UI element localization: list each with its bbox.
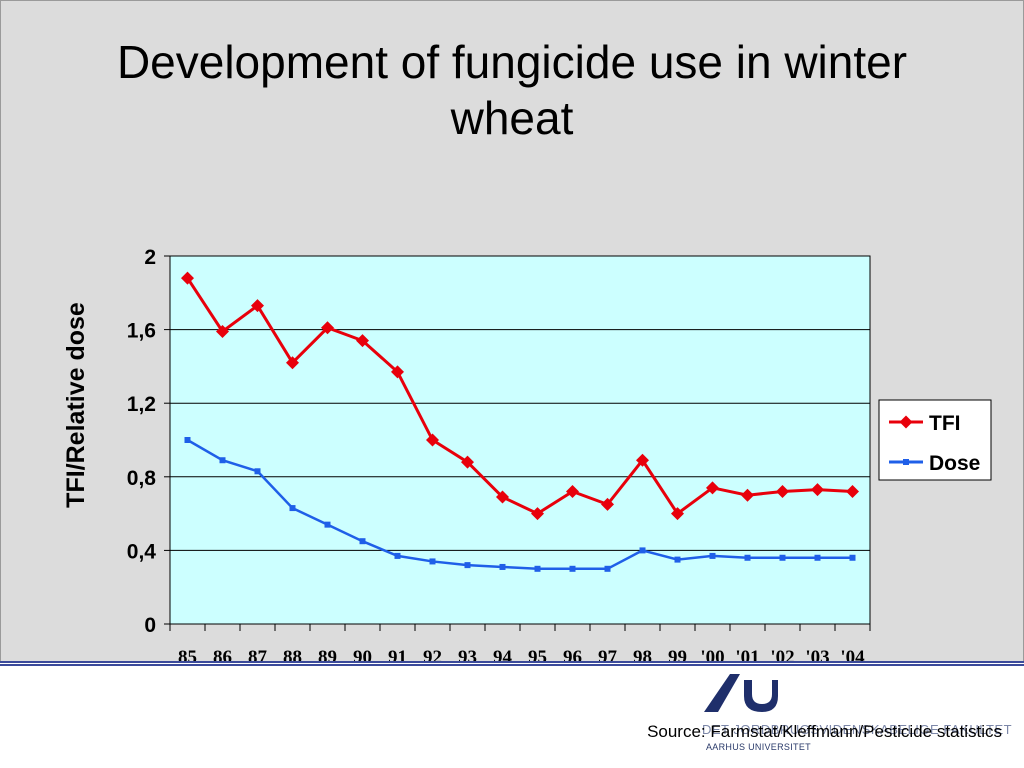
logo-wordmark: DET JORDBRUGSVIDENSKABELIGE FAKULTET: [702, 722, 1013, 737]
legend-box: [878, 399, 992, 481]
data-point: [849, 554, 856, 561]
series-layer: [181, 271, 859, 572]
data-point: [324, 521, 331, 528]
data-point: [846, 485, 859, 499]
data-point: [811, 483, 824, 497]
y-axis-ticks: 0 0,4 0,8 1,2 1,6 2: [127, 246, 170, 637]
legend-label: TFI: [929, 412, 961, 435]
logo-icon: [704, 674, 778, 712]
data-point: [636, 453, 649, 467]
data-point: [391, 365, 404, 379]
data-point: [674, 556, 681, 563]
footer-stripe: [0, 664, 1024, 666]
data-point: [181, 271, 194, 285]
footer-stripes: [0, 661, 1024, 669]
data-point: [601, 497, 614, 511]
data-point: [531, 507, 544, 521]
footer-stripe: [0, 661, 1024, 663]
y-tick-label: 0,4: [127, 540, 157, 563]
y-tick-label: 1,2: [127, 393, 156, 416]
data-point: [814, 554, 821, 561]
data-point: [286, 356, 299, 370]
legend-marker: [899, 415, 913, 429]
y-tick-label: 1,6: [127, 320, 156, 343]
data-point: [254, 468, 261, 475]
series-dose: [184, 437, 856, 572]
data-point: [604, 565, 611, 572]
logo-mark: [704, 674, 778, 712]
data-point: [429, 558, 436, 565]
series-line: [186, 277, 853, 516]
data-point: [779, 554, 786, 561]
series-line: [186, 438, 853, 571]
data-point: [569, 565, 576, 572]
legend-entry-tfi: TFI: [889, 412, 961, 435]
data-point: [219, 457, 226, 464]
data-point: [776, 485, 789, 499]
legend-label: Dose: [929, 452, 980, 475]
data-point: [706, 481, 719, 495]
y-axis-label: TFI/Relative dose: [62, 302, 90, 508]
slide-title: Development of fungicide use in winter w…: [116, 36, 908, 144]
plot-area: [169, 255, 871, 625]
university-logo: DET JORDBRUGSVIDENSKABELIGE FAKULTET AAR…: [700, 672, 1024, 768]
data-point: [394, 552, 401, 559]
data-point: [426, 433, 439, 447]
data-point: [251, 299, 264, 313]
logo-subtitle: AARHUS UNIVERSITET: [706, 742, 811, 752]
data-point: [496, 490, 509, 504]
data-point: [359, 538, 366, 545]
data-point: [709, 552, 716, 559]
legend-entry-dose: Dose: [889, 452, 980, 475]
data-point: [184, 437, 191, 443]
y-tick-label: 2: [144, 246, 156, 269]
data-point: [639, 547, 646, 554]
data-point: [356, 334, 369, 348]
data-point: [741, 488, 754, 502]
series-tfi: [181, 271, 859, 521]
data-point: [566, 485, 579, 499]
gridlines: [170, 329, 870, 551]
data-point: [534, 565, 541, 572]
y-tick-label: 0,8: [127, 467, 157, 490]
data-point: [671, 507, 684, 521]
chart-legend: TFI Dose: [878, 399, 992, 481]
data-point: [499, 563, 506, 570]
y-tick-label: 0: [144, 614, 156, 637]
data-point: [289, 505, 296, 512]
data-point: [464, 562, 471, 569]
data-point: [321, 321, 334, 335]
legend-marker: [903, 459, 909, 465]
data-point: [216, 324, 229, 338]
source-note: Source: Farmstat/Kleffmann/Pesticide sta…: [647, 722, 1002, 741]
data-point: [461, 455, 474, 469]
data-point: [744, 554, 751, 561]
